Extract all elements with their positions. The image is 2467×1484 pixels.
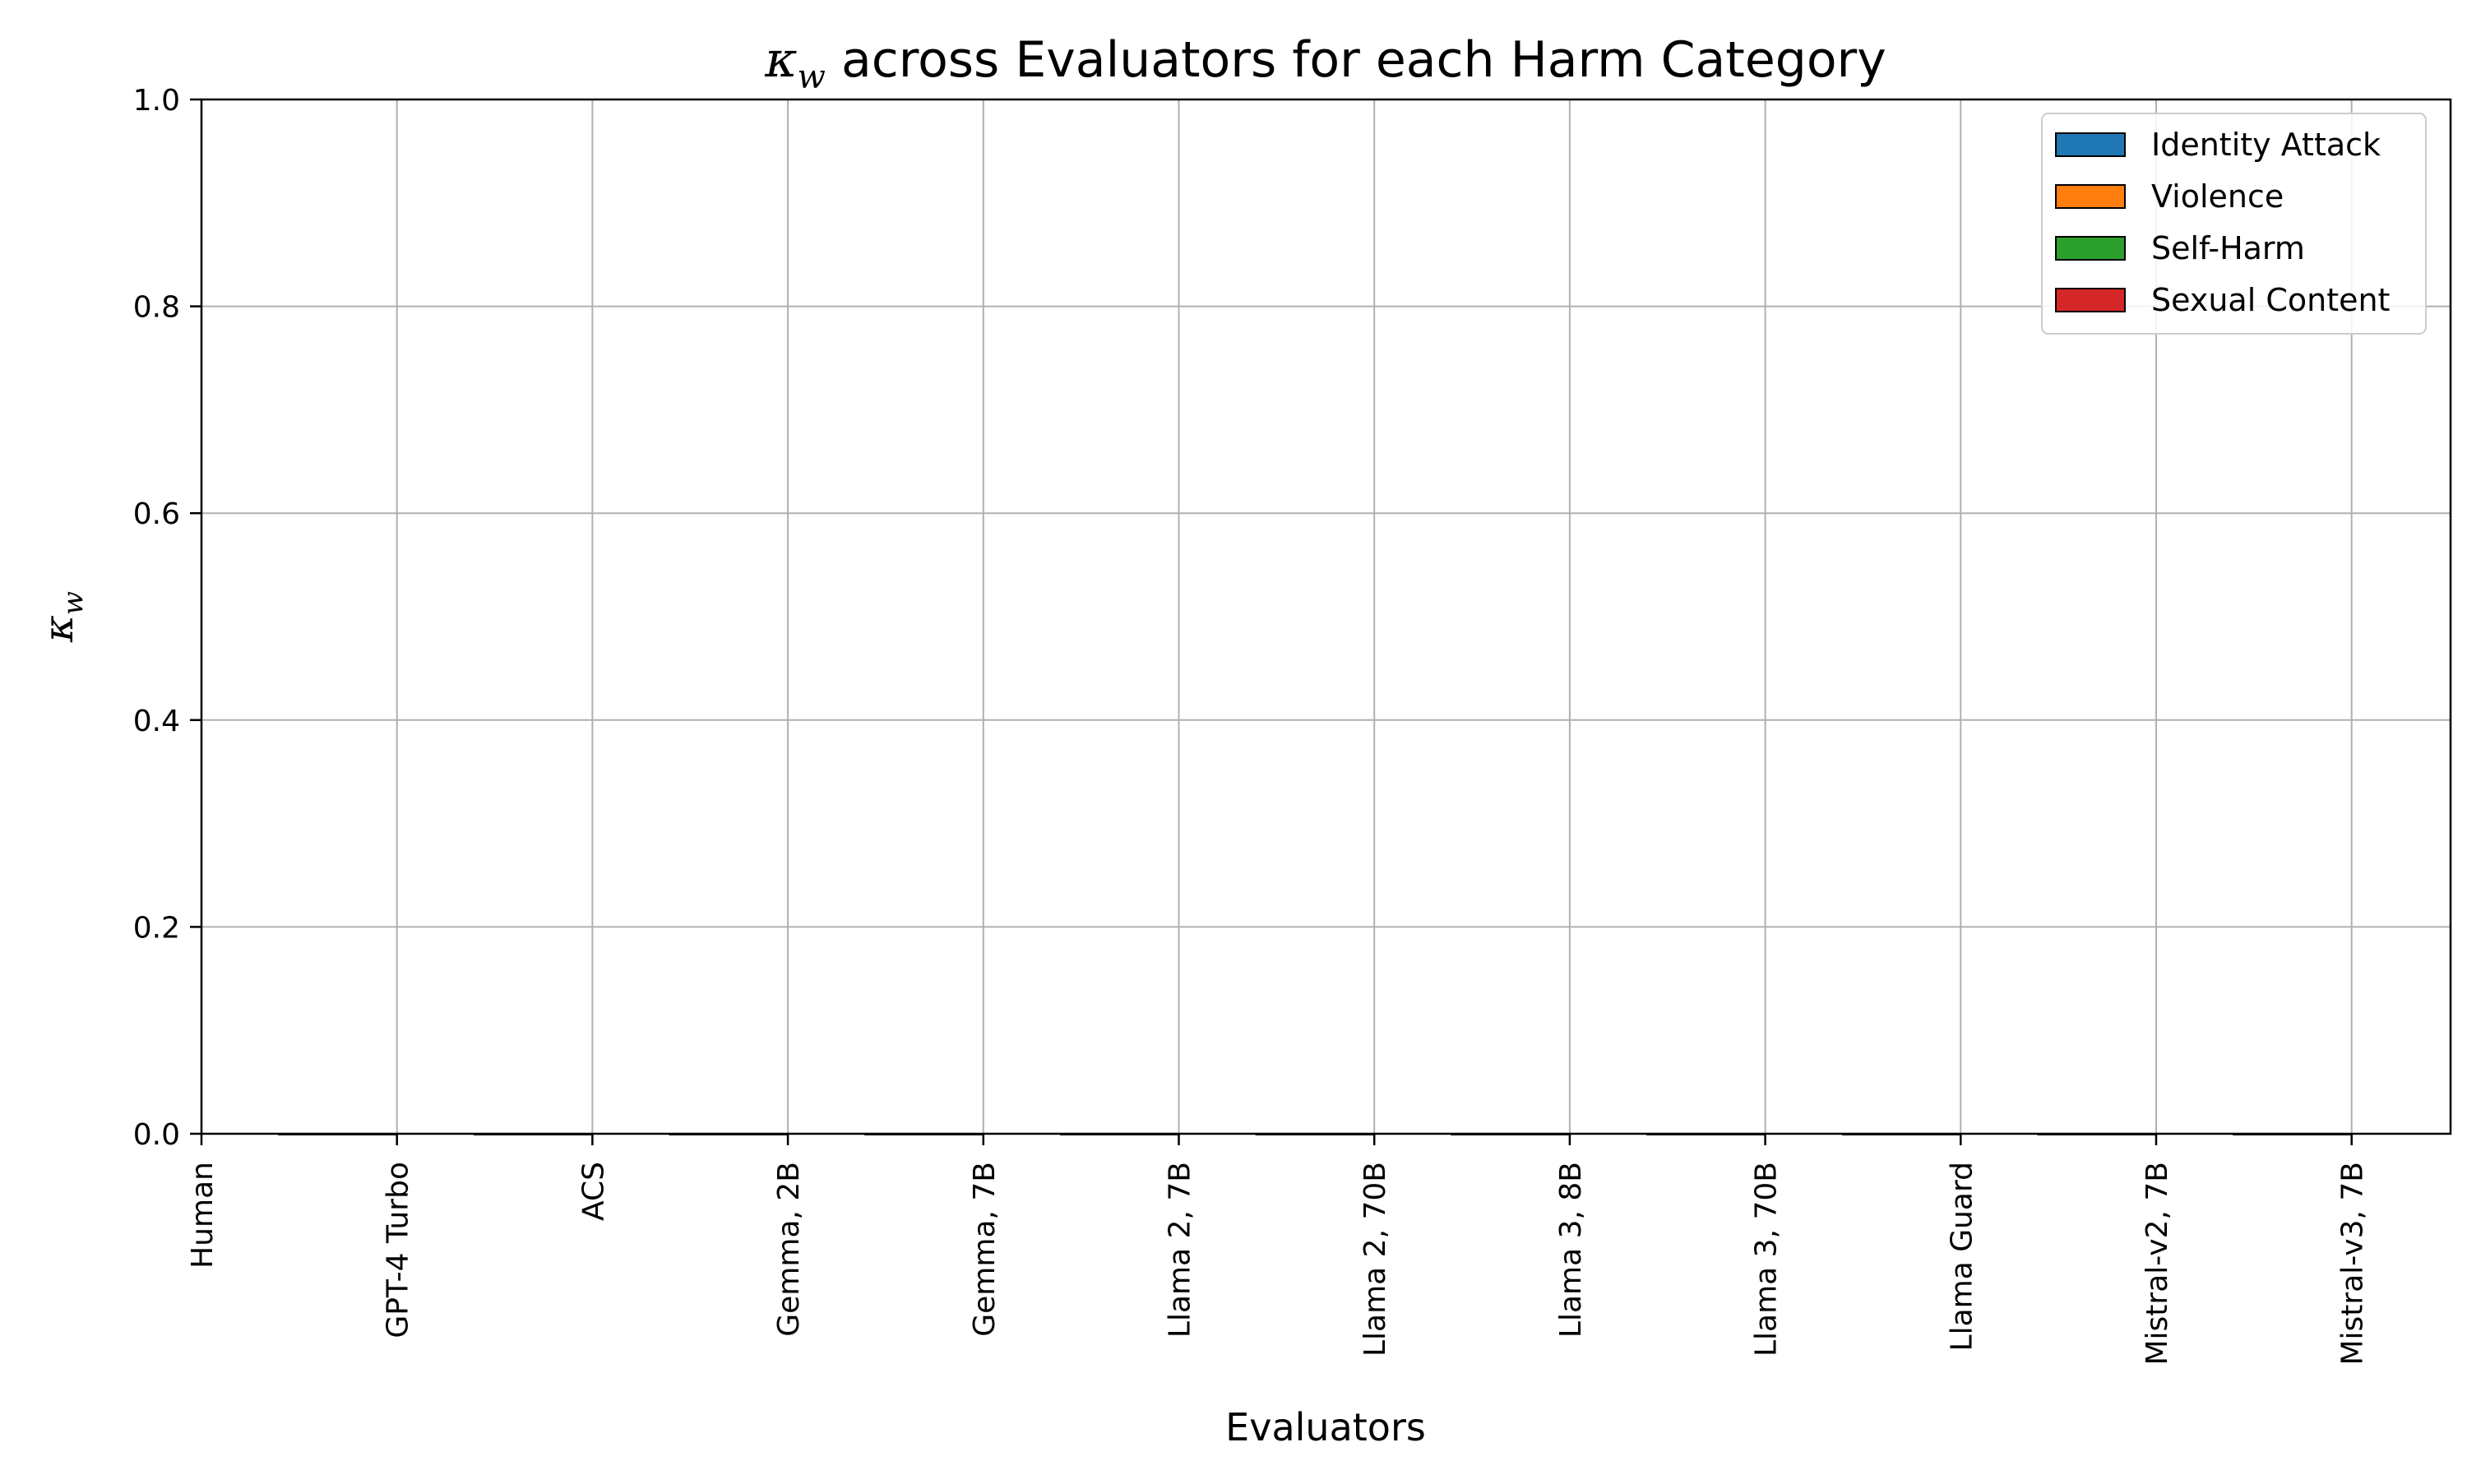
grid-layer bbox=[201, 99, 2451, 1135]
legend: Identity Attack Violence Self-Harm Sexual C… bbox=[2041, 113, 2427, 335]
legend-swatch bbox=[2055, 132, 2126, 157]
x-tick-label: Mistral-v2, 7B bbox=[2141, 1162, 2174, 1366]
legend-label: Violence bbox=[2151, 178, 2284, 215]
x-tick-label: Llama 2, 7B bbox=[1164, 1162, 1197, 1338]
ylabel-kappa: κ bbox=[35, 615, 82, 643]
x-tick-label: ACS bbox=[576, 1162, 610, 1221]
legend-swatch bbox=[2055, 288, 2126, 312]
x-tick-label: Gemma, 2B bbox=[772, 1162, 806, 1337]
title-kappa: κ bbox=[764, 31, 797, 89]
x-tick-label: Llama 2, 70B bbox=[1358, 1162, 1392, 1357]
legend-label: Identity Attack bbox=[2151, 127, 2381, 163]
legend-swatch bbox=[2055, 236, 2126, 261]
x-tick-label: Gemma, 7B bbox=[968, 1162, 1002, 1337]
x-tick-label: Mistral-v3, 7B bbox=[2336, 1162, 2370, 1366]
y-tick-label: 1.0 bbox=[133, 84, 180, 118]
x-tick-label: Llama 3, 70B bbox=[1750, 1162, 1784, 1357]
y-tick-label: 0.4 bbox=[133, 705, 180, 738]
y-tick-label: 0.0 bbox=[133, 1118, 180, 1152]
y-tick-label: 0.2 bbox=[133, 911, 180, 945]
x-tick-label: Human bbox=[186, 1162, 220, 1269]
title-subscript: w bbox=[798, 58, 826, 96]
x-tick-label: GPT-4 Turbo bbox=[382, 1162, 415, 1338]
chart-title: κw across Evaluators for each Harm Categ… bbox=[764, 31, 1886, 96]
y-tick-label: 0.8 bbox=[133, 291, 180, 325]
x-tick-label: Llama 3, 8B bbox=[1554, 1162, 1588, 1338]
tick-layer: 0.0 0.2 0.4 0.6 0.8 1.0 Human GPT-4 Turbo ACS Gem… bbox=[133, 84, 2370, 1366]
plot-frame bbox=[200, 98, 2452, 1135]
ylabel-subscript: w bbox=[57, 591, 90, 615]
legend-label: Self-Harm bbox=[2151, 230, 2305, 266]
legend-items: Identity Attack Violence Self-Harm Sexual C… bbox=[2055, 127, 2390, 318]
x-tick-label: Llama Guard bbox=[1945, 1162, 1979, 1351]
y-tick-label: 0.6 bbox=[133, 497, 180, 531]
legend-swatch bbox=[2055, 184, 2126, 209]
title-rest: across Evaluators for each Harm Category bbox=[826, 31, 1886, 89]
x-axis-label: Evaluators bbox=[1225, 1405, 1426, 1449]
legend-frame bbox=[2041, 113, 2427, 335]
legend-label: Sexual Content bbox=[2151, 282, 2390, 318]
y-axis-label: κw bbox=[35, 591, 90, 643]
